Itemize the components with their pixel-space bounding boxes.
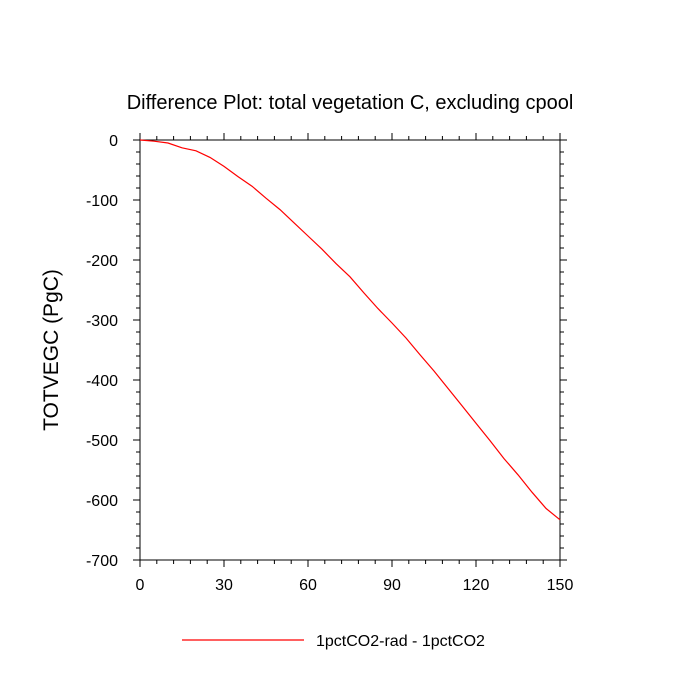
y-tick-label: -500 xyxy=(86,433,118,450)
x-tick-label: 150 xyxy=(547,577,574,594)
y-tick-label: -300 xyxy=(86,313,118,330)
plot-frame xyxy=(139,139,561,561)
y-tick-label: 0 xyxy=(109,133,118,150)
chart-title: Difference Plot: total vegetation C, exc… xyxy=(127,92,574,114)
legend: 1pctCO2-rad - 1pctCO2 xyxy=(182,633,485,650)
x-tick-label: 30 xyxy=(215,577,233,594)
y-tick-label: -400 xyxy=(86,373,118,390)
y-tick-label: -700 xyxy=(86,553,118,570)
series-line xyxy=(139,139,561,521)
x-tick-label: 0 xyxy=(136,577,145,594)
legend-label: 1pctCO2-rad - 1pctCO2 xyxy=(316,633,485,650)
y-tick-label: -100 xyxy=(86,193,118,210)
plot-area: 0 30 60 90 120 150 0 -100 -200 -300 -400 -500 -600 -7… xyxy=(86,133,573,594)
x-tick-label: 60 xyxy=(299,577,317,594)
x-tick-label: 90 xyxy=(383,577,401,594)
axis-ticks xyxy=(133,133,567,567)
y-tick-label: -600 xyxy=(86,493,118,510)
y-tick-label: -200 xyxy=(86,253,118,270)
x-tick-label: 120 xyxy=(463,577,490,594)
y-axis-label: TOTVEGC (PgC) xyxy=(40,269,63,431)
